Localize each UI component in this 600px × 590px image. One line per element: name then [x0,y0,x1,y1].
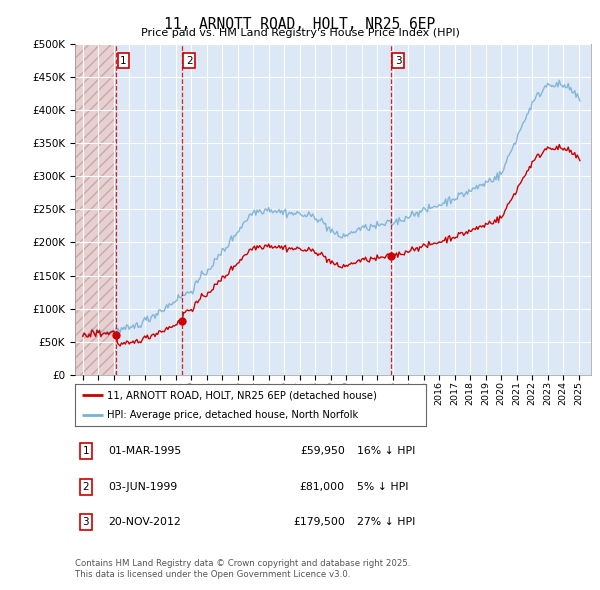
Text: 2: 2 [186,56,193,65]
Text: 1: 1 [82,447,89,456]
Text: £59,950: £59,950 [300,447,345,456]
Text: £81,000: £81,000 [300,482,345,491]
Text: 3: 3 [82,517,89,527]
Text: HPI: Average price, detached house, North Norfolk: HPI: Average price, detached house, Nort… [107,411,358,420]
Text: 1: 1 [120,56,127,65]
Bar [116,44,591,375]
Text: 11, ARNOTT ROAD, HOLT, NR25 6EP (detached house): 11, ARNOTT ROAD, HOLT, NR25 6EP (detache… [107,391,376,401]
Text: 01-MAR-1995: 01-MAR-1995 [108,447,181,456]
Text: Price paid vs. HM Land Registry's House Price Index (HPI): Price paid vs. HM Land Registry's House … [140,28,460,38]
Bar [75,44,116,375]
Text: 27% ↓ HPI: 27% ↓ HPI [357,517,415,527]
Text: 20-NOV-2012: 20-NOV-2012 [108,517,181,527]
Text: 3: 3 [395,56,401,65]
Bar [75,44,116,375]
Text: 16% ↓ HPI: 16% ↓ HPI [357,447,415,456]
Text: Contains HM Land Registry data © Crown copyright and database right 2025.
This d: Contains HM Land Registry data © Crown c… [75,559,410,579]
Text: 5% ↓ HPI: 5% ↓ HPI [357,482,409,491]
Text: £179,500: £179,500 [293,517,345,527]
Text: 03-JUN-1999: 03-JUN-1999 [108,482,177,491]
Text: 2: 2 [82,482,89,491]
Text: 11, ARNOTT ROAD, HOLT, NR25 6EP: 11, ARNOTT ROAD, HOLT, NR25 6EP [164,17,436,31]
